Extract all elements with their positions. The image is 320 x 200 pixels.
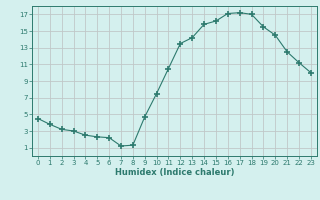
X-axis label: Humidex (Indice chaleur): Humidex (Indice chaleur)	[115, 168, 234, 177]
